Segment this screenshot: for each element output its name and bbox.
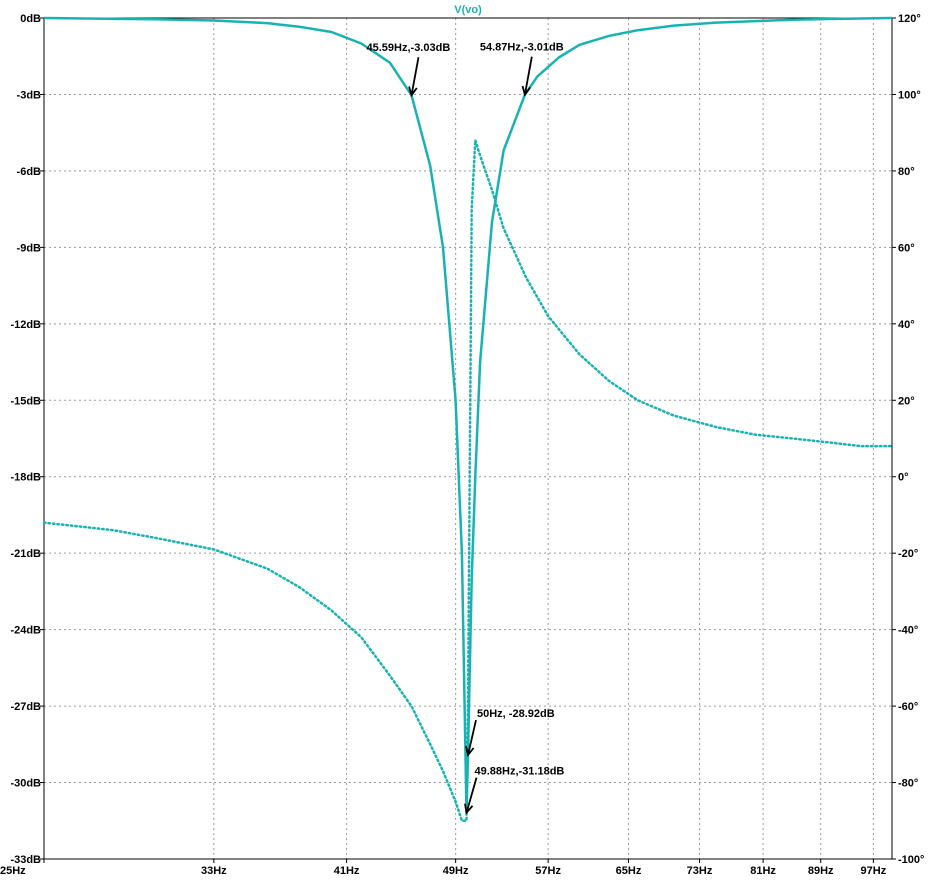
y2-tick-label: -100° <box>898 854 924 866</box>
x-tick-label: 49Hz <box>443 865 469 877</box>
y2-tick-label: 100° <box>898 89 921 101</box>
series-layer <box>42 16 894 823</box>
annotation-arrow <box>465 777 478 813</box>
x-tick-label: 73Hz <box>687 865 713 877</box>
y2-tick-label: 0° <box>898 472 909 484</box>
annotation-arrowhead <box>465 746 475 758</box>
y-tick-label: -18dB <box>10 472 41 484</box>
x-tick-label: 97Hz <box>861 865 887 877</box>
y-tick-label: -6dB <box>17 166 42 178</box>
annotation-arrow <box>523 56 533 95</box>
y-tick-label: -33dB <box>10 854 41 866</box>
annotation-label: 45.59Hz,-3.03dB <box>367 42 451 54</box>
annotation-label: 50Hz, -28.92dB <box>477 708 555 720</box>
y2-tick-label: -60° <box>898 701 918 713</box>
phase-series-line <box>42 139 894 823</box>
chart-title: V(vo) <box>454 4 482 16</box>
y-tick-label: -15dB <box>10 395 41 407</box>
y-tick-label: -30dB <box>10 778 41 790</box>
y2-tick-label: -20° <box>898 548 918 560</box>
y-tick-label: -12dB <box>10 319 41 331</box>
y-tick-label: -3dB <box>17 89 42 101</box>
y-tick-label: -21dB <box>10 548 41 560</box>
y2-tick-label: 20° <box>898 395 915 407</box>
x-tick-label: 65Hz <box>616 865 642 877</box>
annotation-arrowhead <box>408 86 418 98</box>
x-tick-label: 25Hz <box>0 865 26 877</box>
annotations: 45.59Hz,-3.03dB 54.87Hz,-3.01dB 50Hz, -28.… <box>367 42 565 815</box>
y-tick-label: -27dB <box>10 701 41 713</box>
y2-tick-label: 80° <box>898 166 915 178</box>
x-tick-label: 81Hz <box>750 865 776 877</box>
annotation-arrow <box>410 57 420 96</box>
annotation-arrowhead <box>464 803 474 815</box>
x-tick-label: 33Hz <box>201 865 227 877</box>
plot-frame <box>43 17 893 860</box>
y2-tick-label: 40° <box>898 319 915 331</box>
annotation-arrow <box>467 719 477 756</box>
x-tick-label: 89Hz <box>808 865 834 877</box>
y2-tick-label: 120° <box>898 13 921 25</box>
x-tick-label: 41Hz <box>334 865 360 877</box>
y-tick-label: -24dB <box>10 625 41 637</box>
y2-tick-label: -40° <box>898 625 918 637</box>
y2-tick-label: -80° <box>898 778 918 790</box>
annotation-label: 54.87Hz,-3.01dB <box>480 42 564 54</box>
annotation-label: 49.88Hz,-31.18dB <box>475 766 565 778</box>
y2-tick-label: 60° <box>898 242 915 254</box>
annotation-arrowhead <box>521 85 531 97</box>
y-tick-label: 0dB <box>20 13 41 25</box>
x-tick-label: 57Hz <box>535 865 561 877</box>
x-axis-ticks: 25Hz 33Hz 41Hz 49Hz 57Hz 65Hz 73Hz 81Hz 89Hz 97Hz <box>0 859 887 877</box>
y-axis-right-ticks: 120° 100° 80° 60° 40° 20° 0° -20° -40° -60° -80° -1… <box>892 13 924 866</box>
y-tick-label: -9dB <box>17 242 42 254</box>
y-axis-left-ticks: 0dB -3dB -6dB -9dB -12dB -15dB -18dB -21dB -24dB… <box>10 13 44 866</box>
